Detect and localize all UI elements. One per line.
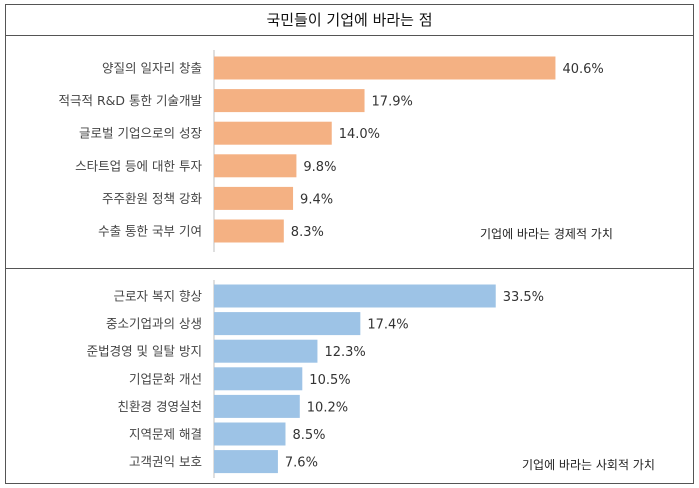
- data-label: 17.4%: [367, 318, 408, 333]
- chart-frame: 국민들이 기업에 바라는 점: [5, 4, 694, 484]
- bar: [214, 121, 332, 145]
- data-label: 9.4%: [300, 192, 333, 207]
- category-label: 스타트업 등에 대한 투자: [75, 158, 202, 173]
- bar-chart-2: 근로자 복지 향상 33.5% 중소기업과의 상생 17.4% 준법경영 및 일탈 방지…: [87, 280, 655, 478]
- bar: [214, 312, 361, 336]
- series-caption: 기업에 바라는 사회적 가치: [522, 458, 655, 472]
- bar: [214, 284, 496, 308]
- data-label: 12.3%: [324, 345, 365, 360]
- data-label: 33.5%: [503, 290, 544, 305]
- bar-chart-1: 양질의 일자리 창출 40.6% 적극적 R&D 통한 기술개발 17.9% 글로벌 기…: [59, 50, 613, 252]
- data-label: 17.9%: [372, 95, 413, 110]
- data-label: 14.0%: [339, 127, 380, 142]
- data-label: 8.5%: [292, 428, 325, 443]
- bar: [214, 450, 278, 474]
- bar: [214, 422, 286, 446]
- category-label: 준법경영 및 일탈 방지: [87, 344, 202, 359]
- category-label: 적극적 R&D 통한 기술개발: [59, 93, 203, 108]
- category-label: 친환경 경영실천: [118, 399, 202, 414]
- category-label: 중소기업과의 상생: [106, 316, 202, 331]
- bar: [214, 339, 318, 363]
- bar: [214, 219, 284, 243]
- data-label: 9.8%: [303, 160, 336, 175]
- category-label: 고객권익 보호: [129, 454, 202, 469]
- category-label: 글로벌 기업으로의 성장: [79, 126, 202, 141]
- category-label: 근로자 복지 향상: [114, 289, 203, 304]
- category-label: 지역문제 해결: [129, 427, 202, 442]
- data-label: 8.3%: [291, 225, 324, 240]
- data-label: 10.2%: [307, 400, 348, 415]
- data-label: 7.6%: [285, 456, 318, 471]
- panel-divider: [6, 268, 693, 269]
- bar: [214, 56, 556, 80]
- bar: [214, 89, 365, 113]
- chart-title: 국민들이 기업에 바라는 점: [6, 5, 693, 36]
- category-label: 수출 통한 국부 기여: [98, 224, 202, 239]
- category-label: 주주환원 정책 강화: [102, 191, 202, 206]
- series-caption: 기업에 바라는 경제적 가치: [480, 227, 613, 241]
- data-label: 10.5%: [309, 373, 350, 388]
- bar: [214, 186, 294, 210]
- category-label: 양질의 일자리 창출: [102, 61, 202, 76]
- category-label: 기업문화 개선: [129, 371, 202, 386]
- bar: [214, 367, 303, 391]
- bar: [214, 154, 297, 178]
- bar: [214, 394, 300, 418]
- data-label: 40.6%: [562, 62, 603, 77]
